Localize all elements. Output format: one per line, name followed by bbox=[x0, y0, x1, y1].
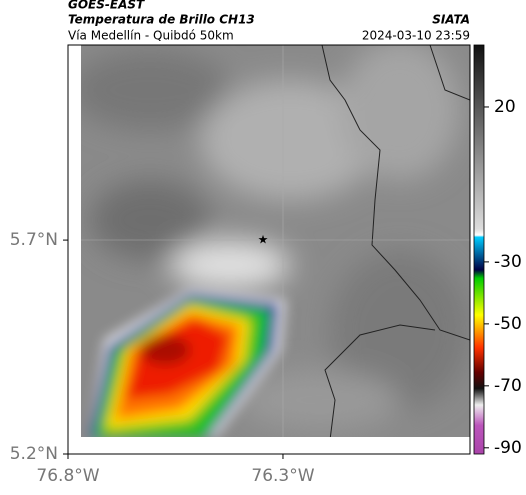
source: GOES-EAST bbox=[68, 0, 145, 12]
x-tick-label: 76.3°W bbox=[251, 466, 314, 486]
x-tick-label: 76.8°W bbox=[36, 466, 99, 486]
title: Temperatura de Brillo CH13 bbox=[68, 13, 255, 27]
y-tick-label: 5.2°N bbox=[10, 444, 58, 464]
y-tick-label: 5.7°N bbox=[10, 230, 58, 250]
colorbar-tick-label: -50 bbox=[494, 314, 522, 334]
satellite-image bbox=[81, 45, 470, 437]
brand: SIATA bbox=[432, 13, 470, 27]
colorbar-tick-label: -30 bbox=[494, 252, 522, 272]
colorbar-tick-label: 20 bbox=[494, 97, 516, 117]
city-marker: ★ bbox=[258, 233, 269, 247]
colorbar bbox=[473, 44, 485, 455]
map-frame bbox=[67, 44, 471, 455]
subtitle: Vía Medellín - Quibdó 50km bbox=[68, 29, 234, 43]
colorbar-tick-label: -90 bbox=[494, 438, 522, 458]
timestamp: 2024-03-10 23:59 bbox=[362, 29, 470, 43]
colorbar-tick-label: -70 bbox=[494, 376, 522, 396]
